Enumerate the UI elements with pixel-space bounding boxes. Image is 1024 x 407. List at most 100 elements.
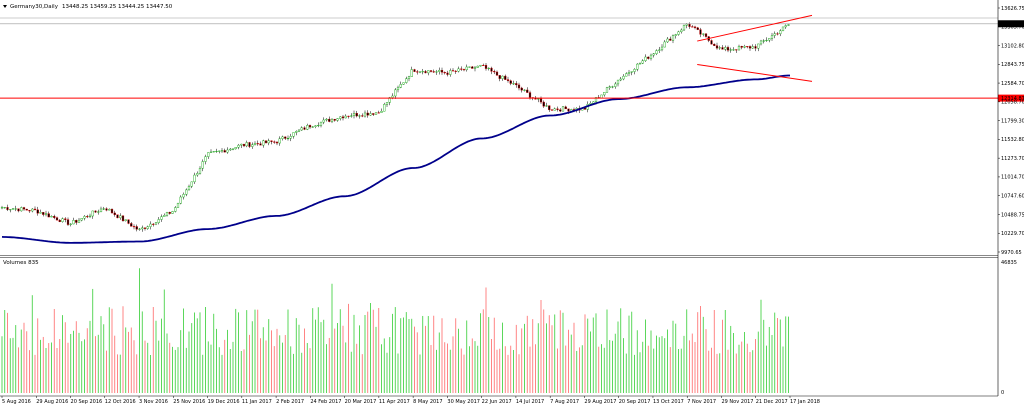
ohlc-label: 13448.25 13459.25 13444.25 13447.50 [62, 4, 173, 10]
candle-body [141, 227, 144, 230]
current-price-badge [998, 20, 1024, 28]
candle-body [405, 78, 408, 83]
candle-body [113, 212, 116, 215]
candle-body [498, 75, 501, 79]
candle-body [383, 104, 386, 112]
candle-body [330, 118, 334, 122]
candle-body [407, 76, 411, 79]
candle-body [479, 64, 482, 67]
time-tick-label: 12 Oct 2016 [105, 399, 136, 405]
price-pane[interactable] [0, 22, 790, 232]
candle-body [504, 75, 507, 80]
candle-body [99, 208, 103, 212]
candle-body [347, 115, 350, 117]
candle-body [663, 41, 666, 48]
candle-body [229, 148, 232, 151]
candle-body [105, 208, 108, 211]
candle-body [655, 50, 658, 54]
candle-body [421, 71, 424, 73]
candle-body [212, 151, 215, 153]
candle-body [325, 118, 328, 121]
candle-body [776, 33, 779, 35]
candle-body [674, 34, 677, 36]
time-tick-label: 19 Dec 2016 [208, 399, 240, 405]
candle-body [377, 112, 380, 114]
candle-body [116, 214, 119, 219]
candle-body [11, 208, 15, 210]
candle-body [130, 223, 133, 227]
time-tick-label: 29 Nov 2017 [721, 399, 753, 405]
candle-body [501, 75, 504, 79]
moving-average-line [1, 74, 790, 244]
price-tick-label: 10747.60 [1001, 193, 1024, 199]
candle-body [339, 116, 342, 119]
candle-body [454, 70, 457, 72]
candle-body [443, 71, 446, 74]
candle-body [449, 70, 452, 75]
candle-body [80, 218, 83, 221]
time-tick-label: 7 Nov 2017 [687, 399, 716, 405]
candle-body [660, 46, 664, 51]
time-tick-label: 24 Feb 2017 [310, 399, 341, 405]
candle-body [135, 226, 138, 230]
candle-body [688, 23, 691, 27]
candle-body [190, 181, 193, 187]
candle-body [438, 69, 441, 72]
candle-body [418, 71, 422, 73]
candle-body [270, 140, 273, 142]
candle-body [154, 222, 158, 225]
time-tick-label: 7 Aug 2017 [550, 399, 579, 405]
candle-body [429, 70, 433, 72]
candle-body [410, 69, 413, 77]
candle-body [735, 49, 738, 51]
candle-body [770, 35, 774, 39]
candle-body [58, 219, 61, 222]
candle-body [179, 196, 182, 204]
time-tick-label: 22 Jun 2017 [482, 399, 512, 405]
overlay-layer: 12314.87 13447.50 [0, 14, 1024, 244]
candle-body [350, 115, 353, 117]
candle-body [308, 125, 312, 128]
candle-body [517, 84, 521, 89]
candle-body [732, 49, 735, 51]
candle-body [174, 207, 177, 212]
candle-body [355, 113, 358, 117]
candle-body [363, 112, 367, 117]
candle-body [512, 83, 515, 85]
candle-body [182, 194, 185, 198]
candle-body [649, 54, 653, 59]
candle-body [757, 43, 760, 49]
channel-upper-line [697, 14, 813, 42]
menu-triangle-icon[interactable] [3, 5, 7, 8]
candle-body [77, 219, 81, 223]
candle-body [751, 46, 754, 49]
time-tick-label: 2 Feb 2017 [276, 399, 304, 405]
candle-body [256, 143, 259, 145]
candle-body [495, 71, 499, 76]
candle-body [762, 40, 765, 42]
time-tick-label: 25 Nov 2016 [173, 399, 205, 405]
candle-body [600, 94, 603, 99]
candle-body [614, 83, 617, 87]
candle-body [333, 118, 336, 121]
candle-body [94, 210, 97, 213]
volume-pane[interactable] [1, 268, 789, 393]
candle-body [704, 33, 708, 37]
candle-body [627, 72, 631, 74]
candle-body [537, 98, 540, 100]
candle-body [209, 151, 213, 153]
candle-body [143, 227, 147, 229]
candle-body [215, 150, 218, 152]
price-tick-label: 11532.80 [1001, 137, 1024, 143]
candle-body [292, 132, 295, 137]
price-tick-label: 11273.70 [1001, 156, 1024, 162]
candle-body [286, 138, 290, 140]
candle-body [14, 208, 17, 210]
candle-body [245, 142, 248, 147]
candle-body [311, 126, 314, 128]
candle-body [223, 150, 226, 153]
candle-body [50, 216, 53, 218]
candle-body [25, 208, 28, 211]
candle-body [740, 46, 743, 48]
